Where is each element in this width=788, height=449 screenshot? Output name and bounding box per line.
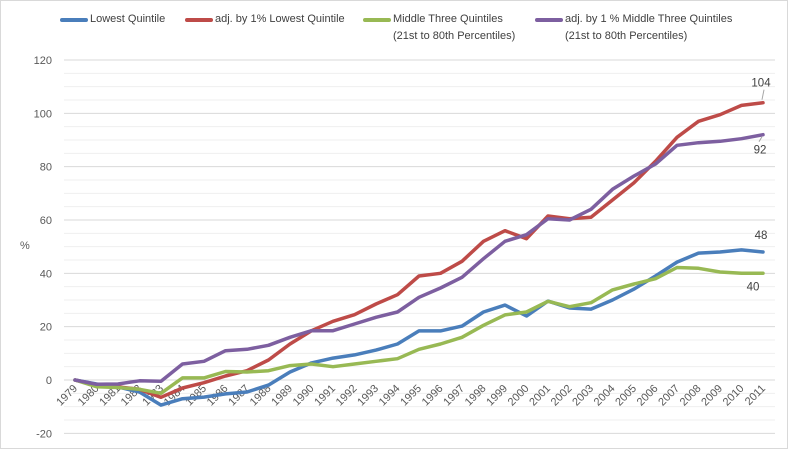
x-tick-label: 2001 [527,383,553,409]
legend-label: Lowest Quintile [90,13,166,25]
legend-swatch-adj-middle-quintiles [535,18,563,22]
x-tick-label: 1989 [269,383,295,409]
y-tick-label: 0 [46,375,52,387]
y-axis-label: % [20,240,30,252]
legend-swatch-middle-quintiles [363,18,391,22]
x-tick-label: 2010 [721,383,747,409]
series-lines [73,100,765,407]
legend-label: Middle Three Quintiles [393,13,503,25]
data-labels: 48 104 40 92 [747,78,772,294]
legend: Lowest Quintile adj. by 1% Lowest Quinti… [0,11,788,47]
end-data-label: 92 [754,145,767,157]
x-tick-label: 1994 [377,383,403,409]
leader-line [761,89,765,100]
x-tick-label: 1991 [312,383,338,409]
y-tick-label: 20 [40,322,52,334]
x-tick-label: 1993 [355,383,381,409]
x-tick-label: 2009 [699,383,725,409]
legend-item-lowest-quintile: Lowest Quintile [60,11,165,28]
legend-label-sub: (21st to 80th Percentiles) [393,30,516,42]
x-tick-label: 2007 [656,383,682,409]
x-tick-label: 1990 [291,383,317,409]
legend-label-sub: (21st to 80th Percentiles) [565,30,688,42]
x-tick-label: 1998 [463,383,489,409]
x-tick-label: 1995 [398,383,424,409]
x-tick-label: 2003 [570,383,596,409]
y-axis: -20 0 20 40 60 80 100 120 [34,55,52,440]
y-tick-label: 40 [40,268,52,280]
legend-label: adj. by 1% Lowest Quintile [215,13,345,25]
x-tick-label: 2011 [743,383,768,408]
x-tick-label: 1996 [420,383,446,409]
series-line-adj-middle-quintiles [73,132,765,387]
y-tick-label: 80 [40,162,52,174]
legend-label: adj. by 1 % Middle Three Quintiles [565,13,733,25]
x-tick-label: 2004 [592,383,618,409]
x-tick-label: 2005 [613,383,639,409]
legend-item-middle-quintiles: Middle Three Quintiles (21st to 80th Per… [363,11,515,45]
y-tick-label: 100 [34,108,52,120]
x-tick-label: 1987 [226,383,252,409]
y-tick-label: 60 [40,215,52,227]
legend-item-adj-lowest-quintile: adj. by 1% Lowest Quintile [185,11,345,28]
legend-item-adj-middle-quintiles: adj. by 1 % Middle Three Quintiles (21st… [535,11,732,45]
legend-swatch-adj-lowest-quintile [185,18,213,22]
x-tick-label: 1997 [441,383,467,409]
series-line-middle-quintiles [73,265,765,396]
x-tick-label: 1992 [334,383,360,409]
legend-swatch-lowest-quintile [60,18,88,22]
x-tick-label: 1979 [54,383,80,409]
x-tick-label: 1999 [484,383,510,409]
leader-line [758,136,763,142]
x-tick-label: 2002 [549,383,575,409]
y-tick-label: -20 [36,428,52,440]
end-data-label: 40 [747,281,760,293]
x-tick-label: 2006 [635,383,661,409]
gridlines [64,59,775,434]
end-data-label: 48 [755,230,768,242]
x-tick-label: 2008 [678,383,704,409]
y-tick-label: 120 [34,55,52,67]
end-data-label: 104 [751,78,771,90]
x-tick-label: 2000 [506,383,532,409]
